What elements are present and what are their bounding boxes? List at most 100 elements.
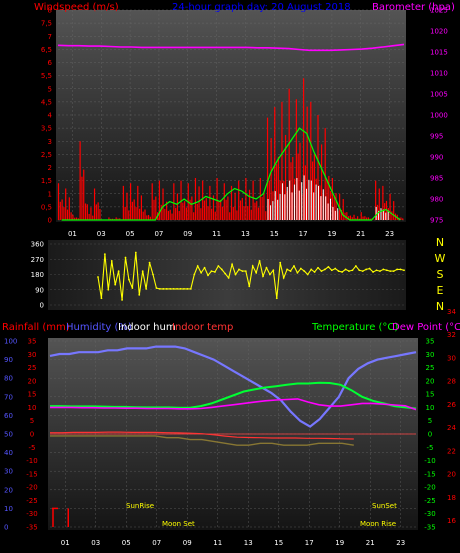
direction-point xyxy=(255,271,258,274)
direction-point xyxy=(251,265,254,267)
direction-point xyxy=(272,269,275,272)
indoor-temp-y-tick: 24 xyxy=(447,424,456,432)
dir-letter: E xyxy=(437,284,444,297)
direction-point xyxy=(217,265,220,267)
wind-y-tick: 1 xyxy=(48,190,52,198)
temp-y-tick: 30 xyxy=(426,351,435,359)
direction-point xyxy=(365,268,368,271)
direction-point xyxy=(207,274,209,277)
indoor-temp-y-tick: 26 xyxy=(447,401,456,409)
wind-x-tick: 05 xyxy=(126,230,135,238)
rain-y-tick: 5 xyxy=(30,417,34,425)
hum-x-tick: 21 xyxy=(366,539,375,547)
wind-y-tick: 0 xyxy=(48,217,52,225)
baro-y-tick: 990 xyxy=(430,154,443,162)
direction-point xyxy=(303,270,306,273)
dewpoint-label: Dew Point (°C) xyxy=(392,322,460,333)
direction-point xyxy=(358,269,361,272)
temp-y-tick: 15 xyxy=(426,391,435,399)
dir-letter: W xyxy=(435,252,446,265)
temp-y-tick: -20 xyxy=(424,484,435,492)
direction-point xyxy=(213,271,216,273)
baro-y-tick: 1010 xyxy=(430,70,448,78)
wind-x-tick: 15 xyxy=(270,230,279,238)
temp-y-tick: 10 xyxy=(426,404,435,412)
wind-x-tick: 17 xyxy=(299,230,308,238)
humidity-y-tick: 80 xyxy=(4,375,13,383)
direction-point xyxy=(196,265,199,267)
hum-x-tick: 01 xyxy=(61,539,70,547)
wind-x-tick: 03 xyxy=(97,230,106,238)
temp-y-tick: 25 xyxy=(426,364,435,372)
humidity-y-tick: 20 xyxy=(4,486,13,494)
baro-y-tick: 1020 xyxy=(430,28,448,36)
indoor-temp-y-tick: 18 xyxy=(447,494,456,502)
rain-y-tick: 30 xyxy=(28,351,37,359)
hum-x-tick: 05 xyxy=(122,539,131,547)
rain-y-tick: 35 xyxy=(28,338,37,346)
direction-point xyxy=(379,270,381,273)
sunrise-label: SunRise xyxy=(126,502,154,510)
moonset-label: Moon Set xyxy=(162,520,195,528)
direction-point xyxy=(148,261,151,264)
humidity-label: Humidity (%) xyxy=(66,322,132,333)
rain-y-tick: 20 xyxy=(28,377,37,385)
temp-y-tick: -15 xyxy=(424,470,435,478)
hum-x-tick: 23 xyxy=(396,539,405,547)
temperature-label: Temperature (°C) xyxy=(311,322,398,333)
indoor-hum-label: Indoor hum xyxy=(118,322,176,333)
sunset-label: SunSet xyxy=(372,502,397,510)
humidity-y-tick: 100 xyxy=(4,338,17,346)
rain-y-tick: 0 xyxy=(30,431,34,439)
direction-point xyxy=(141,270,144,273)
wind-y-tick: 4 xyxy=(48,112,53,120)
hum-x-tick: 13 xyxy=(244,539,253,547)
indoor-temp-label: Indoor temp xyxy=(172,322,233,333)
direction-point xyxy=(100,297,103,300)
direction-point xyxy=(403,269,405,272)
rain-y-tick: -15 xyxy=(26,470,37,478)
dir-y-tick: 180 xyxy=(31,271,44,279)
direction-point xyxy=(134,251,137,254)
direction-point xyxy=(138,293,141,296)
baro-y-tick: 1025 xyxy=(430,7,448,15)
direction-point xyxy=(310,268,313,271)
dir-y-tick: 0 xyxy=(40,302,44,310)
direction-point xyxy=(210,270,213,273)
rain-y-tick: 25 xyxy=(28,364,37,372)
direction-point xyxy=(389,270,392,273)
temp-y-tick: -35 xyxy=(424,524,435,532)
rainfall-label: Rainfall (mm) xyxy=(2,322,70,333)
temp-y-tick: -30 xyxy=(424,510,435,518)
direction-point xyxy=(320,270,323,273)
direction-point xyxy=(172,288,175,290)
direction-point xyxy=(107,288,110,291)
windspeed-label: Windspeed (m/s) xyxy=(34,2,119,13)
direction-point xyxy=(227,276,230,279)
direction-point xyxy=(306,273,309,276)
direction-point xyxy=(234,273,237,276)
baro-y-tick: 980 xyxy=(430,196,443,204)
direction-point xyxy=(337,270,340,273)
direction-point xyxy=(265,266,268,269)
direction-point xyxy=(220,268,223,271)
direction-point xyxy=(128,278,130,281)
direction-point xyxy=(385,269,388,272)
wind-y-tick: 4,5 xyxy=(41,98,52,106)
direction-point xyxy=(165,288,168,290)
hum-x-tick: 15 xyxy=(274,539,283,547)
direction-point xyxy=(241,270,244,273)
direction-point xyxy=(169,288,172,290)
direction-point xyxy=(231,263,233,266)
wind-y-tick: 5 xyxy=(48,85,52,93)
baro-y-tick: 975 xyxy=(430,217,443,225)
direction-point xyxy=(282,276,285,279)
indoor-temp-y-tick: 16 xyxy=(447,517,456,525)
wind-y-tick: 2,5 xyxy=(41,151,52,159)
direction-point xyxy=(262,275,264,278)
direction-point xyxy=(327,265,330,268)
direction-point xyxy=(114,283,117,286)
rain-y-tick: -5 xyxy=(29,444,36,452)
indoor-temp-y-tick: 32 xyxy=(447,331,456,339)
